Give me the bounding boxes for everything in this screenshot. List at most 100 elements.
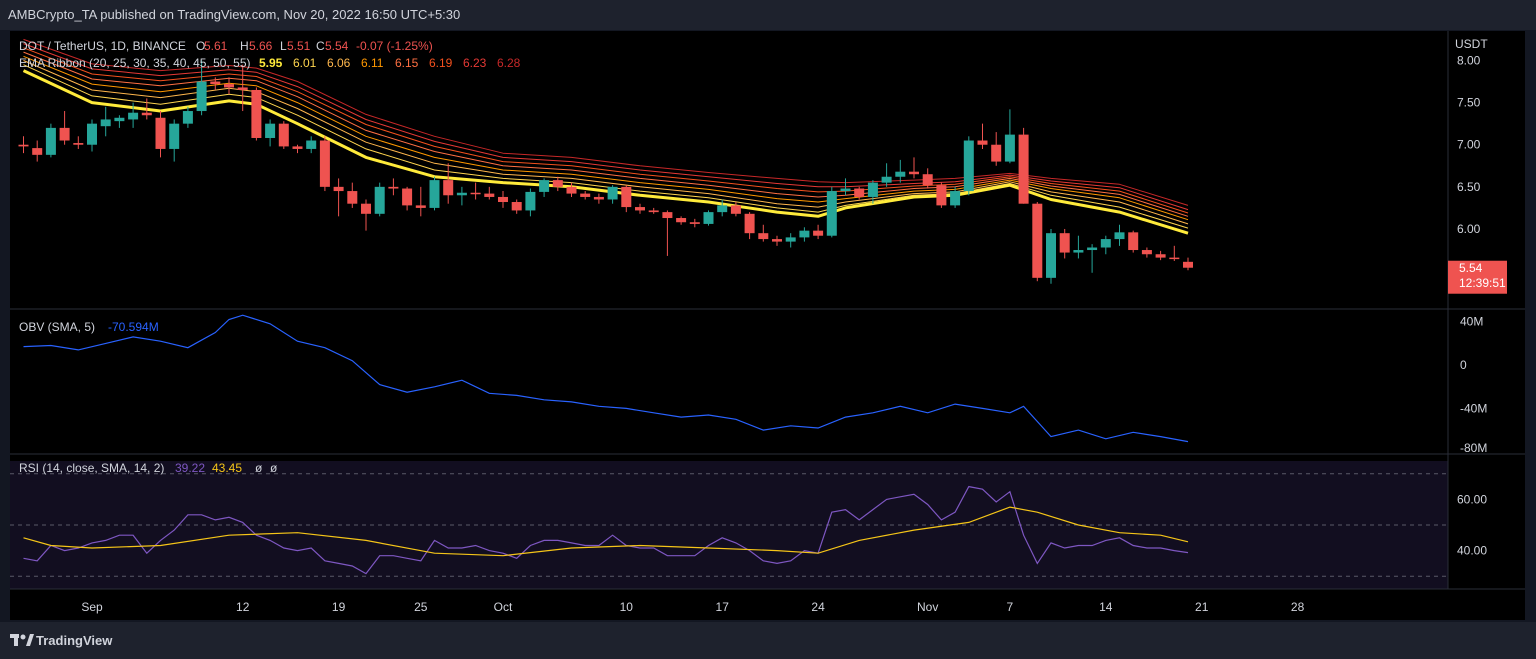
rsi-series-line (23, 485, 1189, 575)
candle-body (59, 127, 70, 141)
legend-open-value: 5.61 (204, 39, 228, 53)
candle (991, 132, 1002, 166)
time-tick-label: 10 (620, 600, 634, 614)
candle (621, 185, 632, 213)
candle (498, 191, 508, 208)
candle (689, 218, 700, 228)
candle-body (758, 233, 769, 240)
rsi-axis-ticks: 60.00 40.00 (1457, 492, 1487, 557)
candle (128, 102, 139, 128)
candle (566, 182, 577, 197)
ema-line-5 (23, 51, 1189, 217)
candle (278, 121, 289, 149)
time-tick-label: 24 (811, 600, 825, 614)
candle-body (703, 212, 714, 224)
tradingview-logo-icon (10, 634, 34, 646)
candle-body (1018, 134, 1029, 204)
time-tick-label: 28 (1291, 600, 1305, 614)
candle-body (237, 87, 248, 90)
candle-body (265, 123, 276, 138)
candle-body (1155, 254, 1166, 258)
candle-body (895, 171, 906, 177)
candle-body (1059, 233, 1070, 253)
candle (333, 178, 344, 217)
candle (292, 144, 303, 154)
candle-body (730, 205, 741, 214)
candle-body (867, 182, 878, 197)
candle (963, 136, 974, 196)
obv-axis-ticks: 40M 0 -40M -80M (1460, 315, 1487, 455)
ema-line-8 (23, 38, 1189, 206)
candle-body (799, 230, 810, 238)
candle (799, 227, 810, 242)
candle-body (717, 205, 728, 213)
candle (840, 178, 851, 196)
chart-area[interactable]: DOT / TetherUS, 1D, BINANCE O 5.61 H 5.6… (10, 31, 1525, 620)
price-tick-label: 7.50 (1457, 96, 1481, 110)
candle-body (813, 230, 824, 236)
candle (182, 106, 193, 128)
candle (347, 182, 358, 208)
candle (648, 207, 659, 214)
candle-body (429, 180, 440, 208)
candle (18, 136, 29, 154)
ema-line-4 (23, 55, 1189, 221)
candle (251, 87, 262, 141)
candle-body (182, 111, 193, 124)
time-tick-label: Oct (494, 600, 513, 614)
candle (1100, 235, 1111, 255)
legend-ema-value-1: 5.95 (259, 56, 283, 70)
candle (717, 199, 728, 217)
candle (1114, 224, 1125, 246)
legend-open-label: O (196, 39, 205, 53)
candle-body (977, 140, 988, 145)
grid-lines (10, 31, 1525, 590)
candle-body (1046, 233, 1056, 278)
candle (552, 176, 563, 192)
candle-body (950, 191, 961, 206)
candlesticks (18, 60, 1193, 284)
candle-body (1128, 232, 1139, 251)
candle-body (196, 81, 207, 112)
candle (909, 157, 919, 179)
rsi-background (10, 461, 1448, 589)
candle-body (552, 180, 563, 187)
candle-body (785, 237, 796, 242)
candle (402, 186, 413, 211)
candle-body (1169, 257, 1180, 260)
time-tick-label: 7 (1007, 600, 1014, 614)
candle (703, 210, 714, 226)
candle-body (361, 203, 371, 214)
legend-change: -0.07 (-1.25%) (356, 39, 433, 53)
candle-body (1073, 250, 1084, 253)
candle-body (224, 84, 234, 88)
candle (1141, 247, 1152, 258)
candle-body (374, 186, 385, 214)
candle-body (141, 112, 152, 116)
rsi-legend-value: 39.22 (175, 461, 205, 475)
legend-close-value: 5.54 (325, 39, 349, 53)
ema-ribbon (22, 38, 1189, 235)
ema-line-1 (22, 69, 1189, 235)
candle (319, 136, 330, 192)
candle (539, 178, 550, 197)
candle-body (772, 239, 782, 242)
legend-high-value: 5.66 (249, 39, 273, 53)
candle-body (936, 185, 947, 206)
candle-body (826, 191, 837, 236)
rsi-lines (23, 485, 1189, 575)
rsi-legend-ma-value: 43.45 (212, 461, 242, 475)
candle-body (1183, 261, 1193, 268)
candle-body (744, 213, 755, 234)
candle (73, 136, 84, 149)
candle-body (593, 196, 604, 200)
legend-high-label: H (240, 39, 249, 53)
legend-ema-value-2: 6.01 (293, 56, 317, 70)
candle (456, 186, 467, 206)
candle-body (169, 123, 180, 149)
rsi-legend-extra-1: ø (255, 461, 263, 475)
candle-body (87, 123, 97, 145)
candle-body (909, 171, 919, 175)
candle-body (621, 186, 632, 208)
candle (374, 182, 385, 217)
